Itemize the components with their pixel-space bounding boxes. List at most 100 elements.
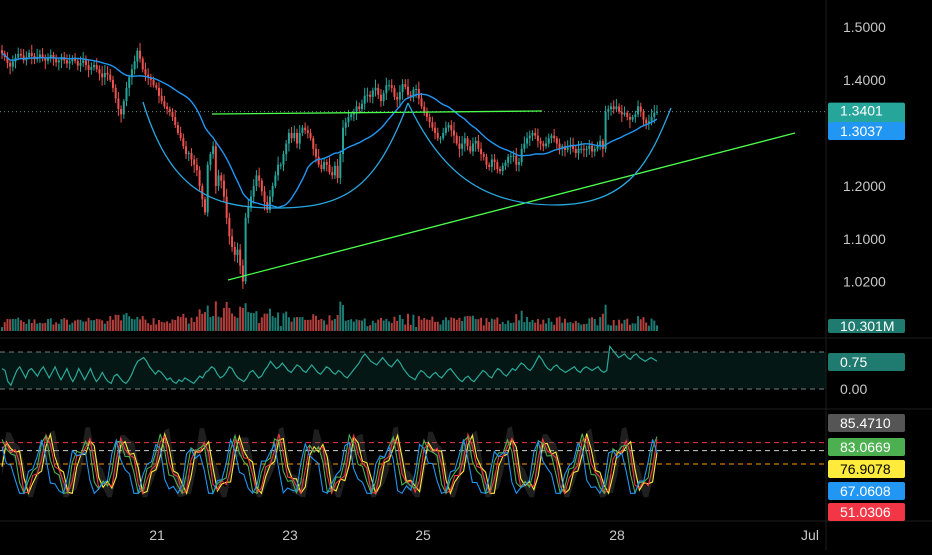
candle xyxy=(490,154,493,173)
volume-bar xyxy=(304,319,307,331)
volume-bar xyxy=(528,321,531,331)
volume-bar xyxy=(296,317,299,331)
volume-bar xyxy=(539,324,542,331)
volume-bar xyxy=(306,319,309,331)
volume-bar xyxy=(195,316,198,331)
candle-body xyxy=(228,217,231,237)
candle xyxy=(190,148,193,167)
candle xyxy=(609,102,612,116)
volume-bar xyxy=(168,323,171,331)
volume-bar xyxy=(120,320,123,331)
volume-bar xyxy=(193,321,196,331)
volume-bar xyxy=(252,313,255,331)
candle-body xyxy=(623,112,626,115)
volume-bar xyxy=(366,326,369,331)
stochastic-value-badge: 67.0608 xyxy=(828,482,905,500)
volume-bar xyxy=(485,318,488,331)
volume-bar xyxy=(339,301,342,331)
volume-bar xyxy=(526,317,529,331)
candle xyxy=(317,148,320,168)
candle xyxy=(65,54,68,69)
volume-bar xyxy=(390,323,393,331)
volume-bar xyxy=(263,313,266,331)
candle xyxy=(195,158,198,177)
volume-bar xyxy=(499,323,502,331)
candle xyxy=(125,82,128,107)
candle xyxy=(114,84,117,104)
candle xyxy=(580,141,583,154)
stochastic-value-badge: 51.0306 xyxy=(828,503,905,521)
candle-body xyxy=(306,130,309,133)
volume-bar xyxy=(347,319,350,331)
volume-bar xyxy=(176,316,179,331)
volume-bar xyxy=(1,327,3,331)
volume-bar xyxy=(60,319,63,331)
candle xyxy=(526,132,529,149)
volume-bar xyxy=(141,316,144,331)
volume-bar xyxy=(114,314,117,331)
volume-bar xyxy=(174,319,177,331)
candle-body xyxy=(247,207,250,218)
candle-body xyxy=(398,92,401,100)
candle-body xyxy=(203,199,206,213)
candle-body xyxy=(493,159,496,163)
candle xyxy=(371,87,374,104)
volume-bar xyxy=(277,312,280,331)
candle-body xyxy=(160,95,163,102)
candle xyxy=(328,157,331,175)
candle-body xyxy=(385,85,388,94)
candle xyxy=(157,82,160,104)
candle-body xyxy=(333,165,336,176)
axis-badge-text: 83.0669 xyxy=(840,439,891,455)
candle-body xyxy=(163,101,166,107)
candle-body xyxy=(111,79,114,88)
candle-body xyxy=(626,112,629,118)
candle xyxy=(71,55,74,65)
candle-body xyxy=(241,265,244,282)
candle-body xyxy=(618,106,621,112)
candle xyxy=(111,75,114,93)
candle-body xyxy=(480,148,483,155)
volume-bar xyxy=(282,313,285,331)
candle xyxy=(553,128,556,143)
candle xyxy=(168,106,171,117)
volume-bar xyxy=(331,320,334,331)
volume-bar xyxy=(350,319,353,331)
candle xyxy=(309,128,312,141)
volume-bar xyxy=(385,318,388,331)
candle xyxy=(325,159,328,172)
candle-body xyxy=(653,112,656,118)
volume-bar xyxy=(572,323,575,331)
candle-body xyxy=(195,164,198,171)
candle-body xyxy=(323,162,326,170)
volume-bar xyxy=(160,321,163,331)
candle xyxy=(596,141,599,152)
candle xyxy=(220,172,223,189)
candle-body xyxy=(290,132,293,139)
volume-bar xyxy=(466,316,469,331)
volume-bar xyxy=(444,317,447,331)
candle xyxy=(117,91,120,116)
volume-bar xyxy=(501,321,504,331)
candle xyxy=(290,127,293,143)
candle-body xyxy=(71,58,74,62)
candle-body xyxy=(231,236,234,247)
candle xyxy=(222,174,225,202)
candle xyxy=(90,62,93,75)
candle-body xyxy=(225,196,228,218)
candle xyxy=(55,54,58,67)
candle-body xyxy=(374,87,377,91)
candle-body xyxy=(396,96,399,100)
candle xyxy=(469,140,472,155)
candle-body xyxy=(90,67,93,70)
moving-average-badge: 1.3037 xyxy=(828,121,905,140)
candle xyxy=(447,122,450,132)
volume-bar xyxy=(225,301,228,331)
candle xyxy=(444,121,447,136)
candle xyxy=(206,161,209,217)
right-cup-arc xyxy=(407,102,672,206)
candle-body xyxy=(496,162,499,170)
volume-bar xyxy=(152,318,155,331)
